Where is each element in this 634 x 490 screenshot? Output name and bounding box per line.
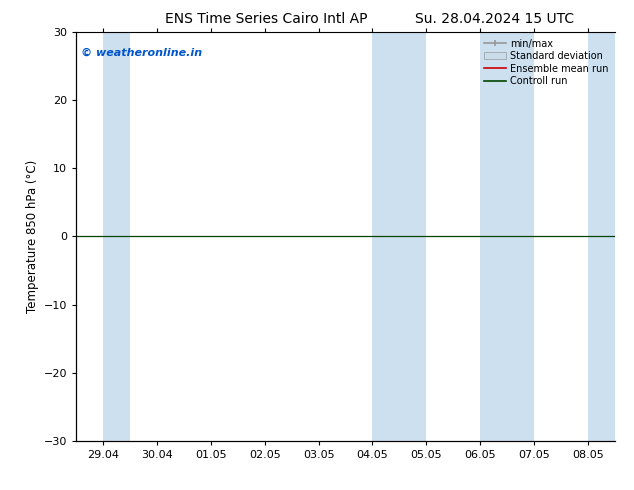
Text: Su. 28.04.2024 15 UTC: Su. 28.04.2024 15 UTC bbox=[415, 12, 574, 26]
Bar bbox=[103, 32, 130, 441]
Bar bbox=[373, 32, 426, 441]
Y-axis label: Temperature 850 hPa (°C): Temperature 850 hPa (°C) bbox=[27, 160, 39, 313]
Bar bbox=[588, 32, 615, 441]
Text: © weatheronline.in: © weatheronline.in bbox=[81, 48, 203, 58]
Bar bbox=[481, 32, 534, 441]
Legend: min/max, Standard deviation, Ensemble mean run, Controll run: min/max, Standard deviation, Ensemble me… bbox=[482, 37, 610, 88]
Text: ENS Time Series Cairo Intl AP: ENS Time Series Cairo Intl AP bbox=[165, 12, 368, 26]
